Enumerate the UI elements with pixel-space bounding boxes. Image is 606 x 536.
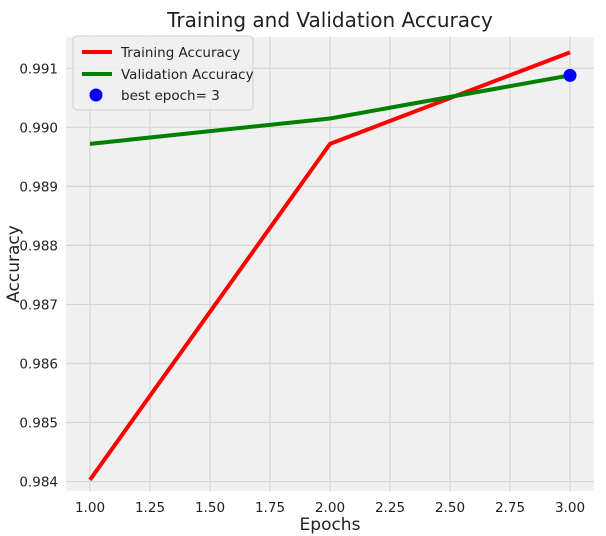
x-tick-label: 1.50	[195, 500, 225, 516]
y-tick-label: 0.987	[19, 297, 58, 313]
x-tick-label: 1.75	[255, 500, 285, 516]
y-tick-label: 0.988	[19, 238, 58, 254]
legend-swatch-best-epoch	[89, 88, 103, 102]
x-axis-label: Epochs	[300, 515, 361, 535]
x-tick-label: 2.00	[315, 500, 345, 516]
x-tick-label: 2.50	[435, 500, 465, 516]
y-tick-label: 0.990	[19, 120, 58, 136]
x-tick-label: 3.00	[555, 500, 585, 516]
y-axis-label: Accuracy	[4, 225, 24, 303]
legend-label-training: Training Accuracy	[120, 45, 240, 61]
y-ticks: 0.984 0.985 0.986 0.987 0.988 0.989 0.990 0.991	[19, 61, 58, 490]
chart-title: Training and Validation Accuracy	[166, 8, 493, 32]
validation-accuracy-line	[89, 73, 571, 146]
x-ticks: 1.00 1.25 1.50 1.75 2.00 2.25 2.50 2.75 3.00	[75, 500, 585, 516]
series-layer	[88, 50, 577, 481]
grid	[66, 37, 594, 491]
legend: Training Accuracy Validation Accuracy be…	[72, 35, 254, 111]
x-tick-label: 1.00	[75, 500, 105, 516]
y-tick-label: 0.984	[19, 475, 58, 491]
best-epoch-marker	[563, 68, 577, 82]
x-tick-label: 1.25	[135, 500, 165, 516]
legend-label-best-epoch: best epoch= 3	[121, 88, 220, 104]
training-accuracy-line	[88, 50, 571, 481]
y-tick-label: 0.986	[19, 356, 58, 372]
legend-label-validation: Validation Accuracy	[121, 67, 254, 83]
y-tick-label: 0.985	[19, 416, 58, 432]
y-tick-label: 0.989	[19, 179, 58, 195]
x-tick-label: 2.25	[375, 500, 405, 516]
legend-box	[72, 35, 254, 111]
x-tick-label: 2.75	[495, 500, 525, 516]
y-tick-label: 0.991	[19, 61, 58, 77]
